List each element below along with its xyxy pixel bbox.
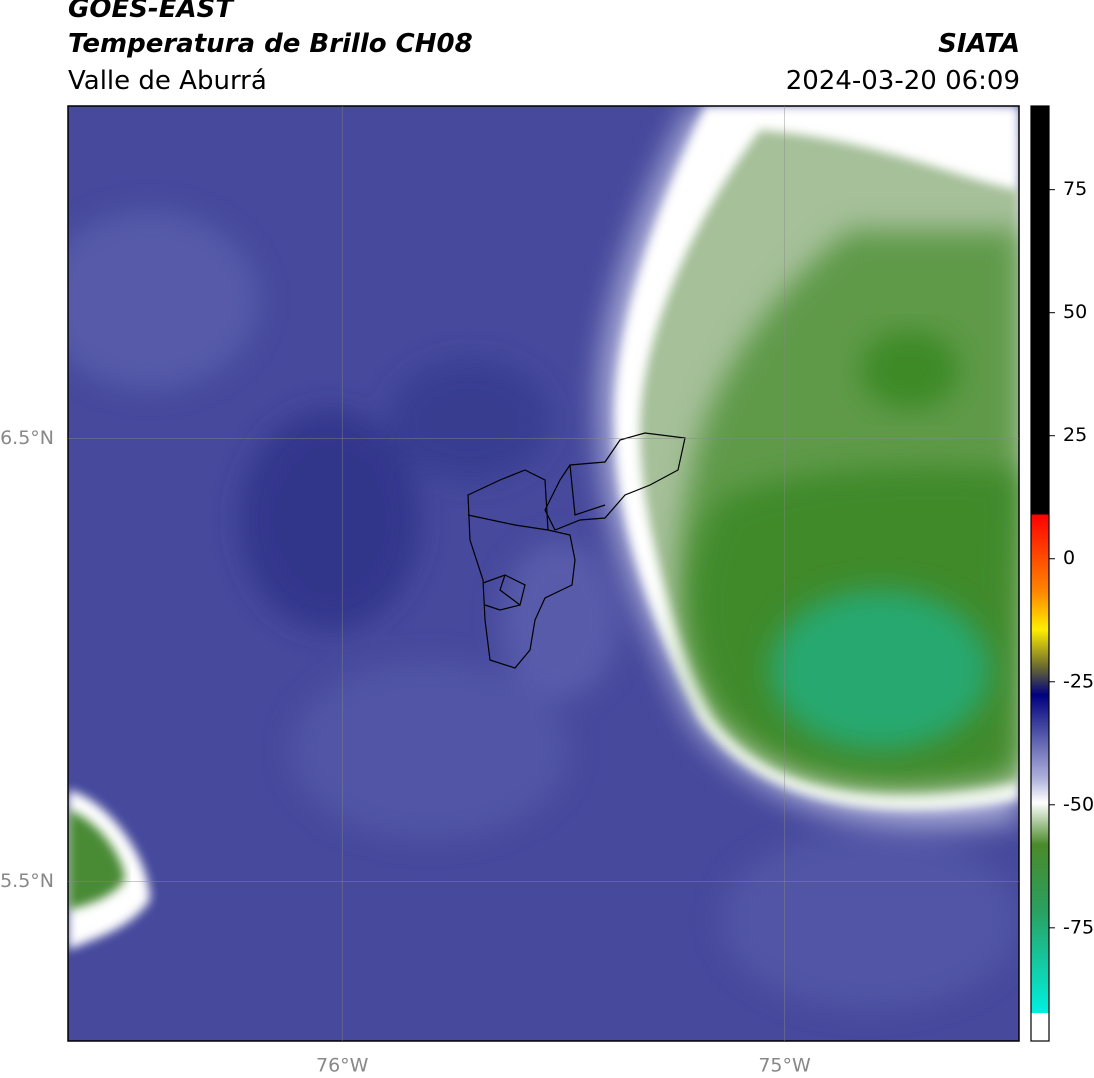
map-frame <box>67 105 1020 1042</box>
colorbar-tick-label: 25 <box>1063 424 1087 446</box>
lon-label: 75°W <box>758 1055 811 1077</box>
satellite-image <box>68 106 1019 1041</box>
lat-label: 6.5°N <box>0 427 54 449</box>
municipal-boundaries <box>467 432 686 669</box>
lon-label: 76°W <box>316 1055 369 1077</box>
colorbar-tick-label: -50 <box>1063 793 1094 815</box>
datetime: 2024-03-20 06:09 <box>785 66 1020 96</box>
subtitle: Temperatura de Brillo CH08 <box>68 29 473 59</box>
colorbar-tick-label: 75 <box>1063 178 1087 200</box>
title: GOES-EAST <box>68 0 234 24</box>
agency: SIATA <box>938 29 1020 59</box>
colorbar-tick-label: 50 <box>1063 301 1087 323</box>
colorbar-tick-label: 0 <box>1063 547 1075 569</box>
colorbar <box>1030 105 1050 1042</box>
region: Valle de Aburrá <box>68 66 267 96</box>
colorbar-tick-label: -75 <box>1063 916 1094 938</box>
lat-label: 5.5°N <box>0 870 54 892</box>
colorbar-tick-label: -25 <box>1063 670 1094 692</box>
